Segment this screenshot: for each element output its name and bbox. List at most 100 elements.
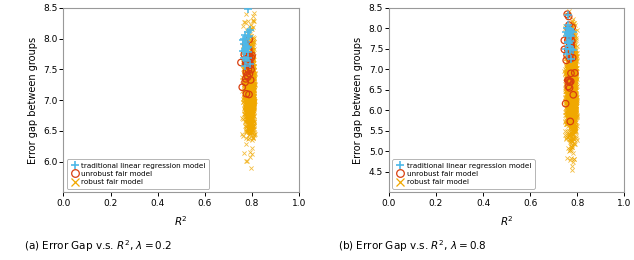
Point [564,103,574,108]
Point [571,60,581,64]
Point [246,114,256,118]
Point [571,54,581,58]
Point [245,122,255,126]
Point [248,122,258,127]
Point [566,110,576,114]
Point [566,66,576,70]
Point [569,97,579,101]
Point [247,108,257,112]
Point [569,58,579,62]
Point [242,98,252,102]
Point [562,96,573,101]
Point [242,96,252,100]
Point [241,129,251,133]
Point [246,34,256,38]
Point [245,68,256,73]
Point [244,62,254,66]
Point [568,85,578,89]
Point [244,78,254,82]
Point [566,30,576,35]
Point [243,64,254,68]
Point [568,79,578,83]
Point [244,97,254,101]
Point [240,127,250,131]
Point [247,94,257,98]
Point [242,99,252,103]
Point [563,93,573,98]
Point [244,81,254,85]
Point [245,44,255,48]
Point [566,34,576,38]
Point [243,59,254,63]
Point [244,50,254,55]
Point [567,48,578,52]
Point [563,81,573,85]
Point [243,75,253,79]
Point [249,82,259,86]
Point [572,95,582,99]
Point [568,113,578,117]
Point [566,124,576,128]
Point [571,99,581,103]
Point [237,78,247,82]
Point [242,93,252,97]
Point [249,96,259,100]
Point [243,121,253,126]
Point [247,50,257,54]
Point [567,67,578,71]
Point [566,96,576,100]
Point [566,138,576,142]
Point [243,77,254,81]
Point [570,68,580,72]
Point [245,69,255,73]
Point [240,94,250,98]
Point [566,35,576,40]
Point [240,108,250,112]
Point [569,36,579,40]
Point [245,93,255,97]
Point [565,100,575,104]
Point [569,90,579,94]
Point [247,124,257,128]
Point [565,98,575,102]
Point [245,130,256,134]
Point [242,84,252,88]
Point [566,127,576,132]
Point [247,79,257,83]
Point [247,85,257,89]
Point [570,50,580,54]
Point [248,95,258,99]
Point [562,81,573,85]
Point [244,77,254,82]
Point [566,46,576,50]
Point [564,31,574,36]
Point [564,73,574,77]
Point [565,59,575,63]
Point [246,96,256,101]
Point [248,118,258,122]
Point [247,27,257,31]
Point [563,78,573,82]
Point [243,95,253,100]
Point [569,107,579,112]
Point [566,24,576,28]
Point [571,95,581,99]
Point [566,41,576,45]
Point [240,92,250,96]
Point [565,36,575,41]
Point [569,60,579,64]
Point [249,100,259,104]
Point [566,60,576,64]
Point [241,107,251,111]
Point [564,83,574,87]
Point [570,69,580,74]
Point [567,115,577,119]
Point [241,99,251,103]
Point [564,53,574,57]
Point [244,104,254,108]
Point [561,92,571,96]
Point [245,105,256,109]
Point [247,53,257,57]
Point [246,110,256,114]
Point [567,70,577,74]
